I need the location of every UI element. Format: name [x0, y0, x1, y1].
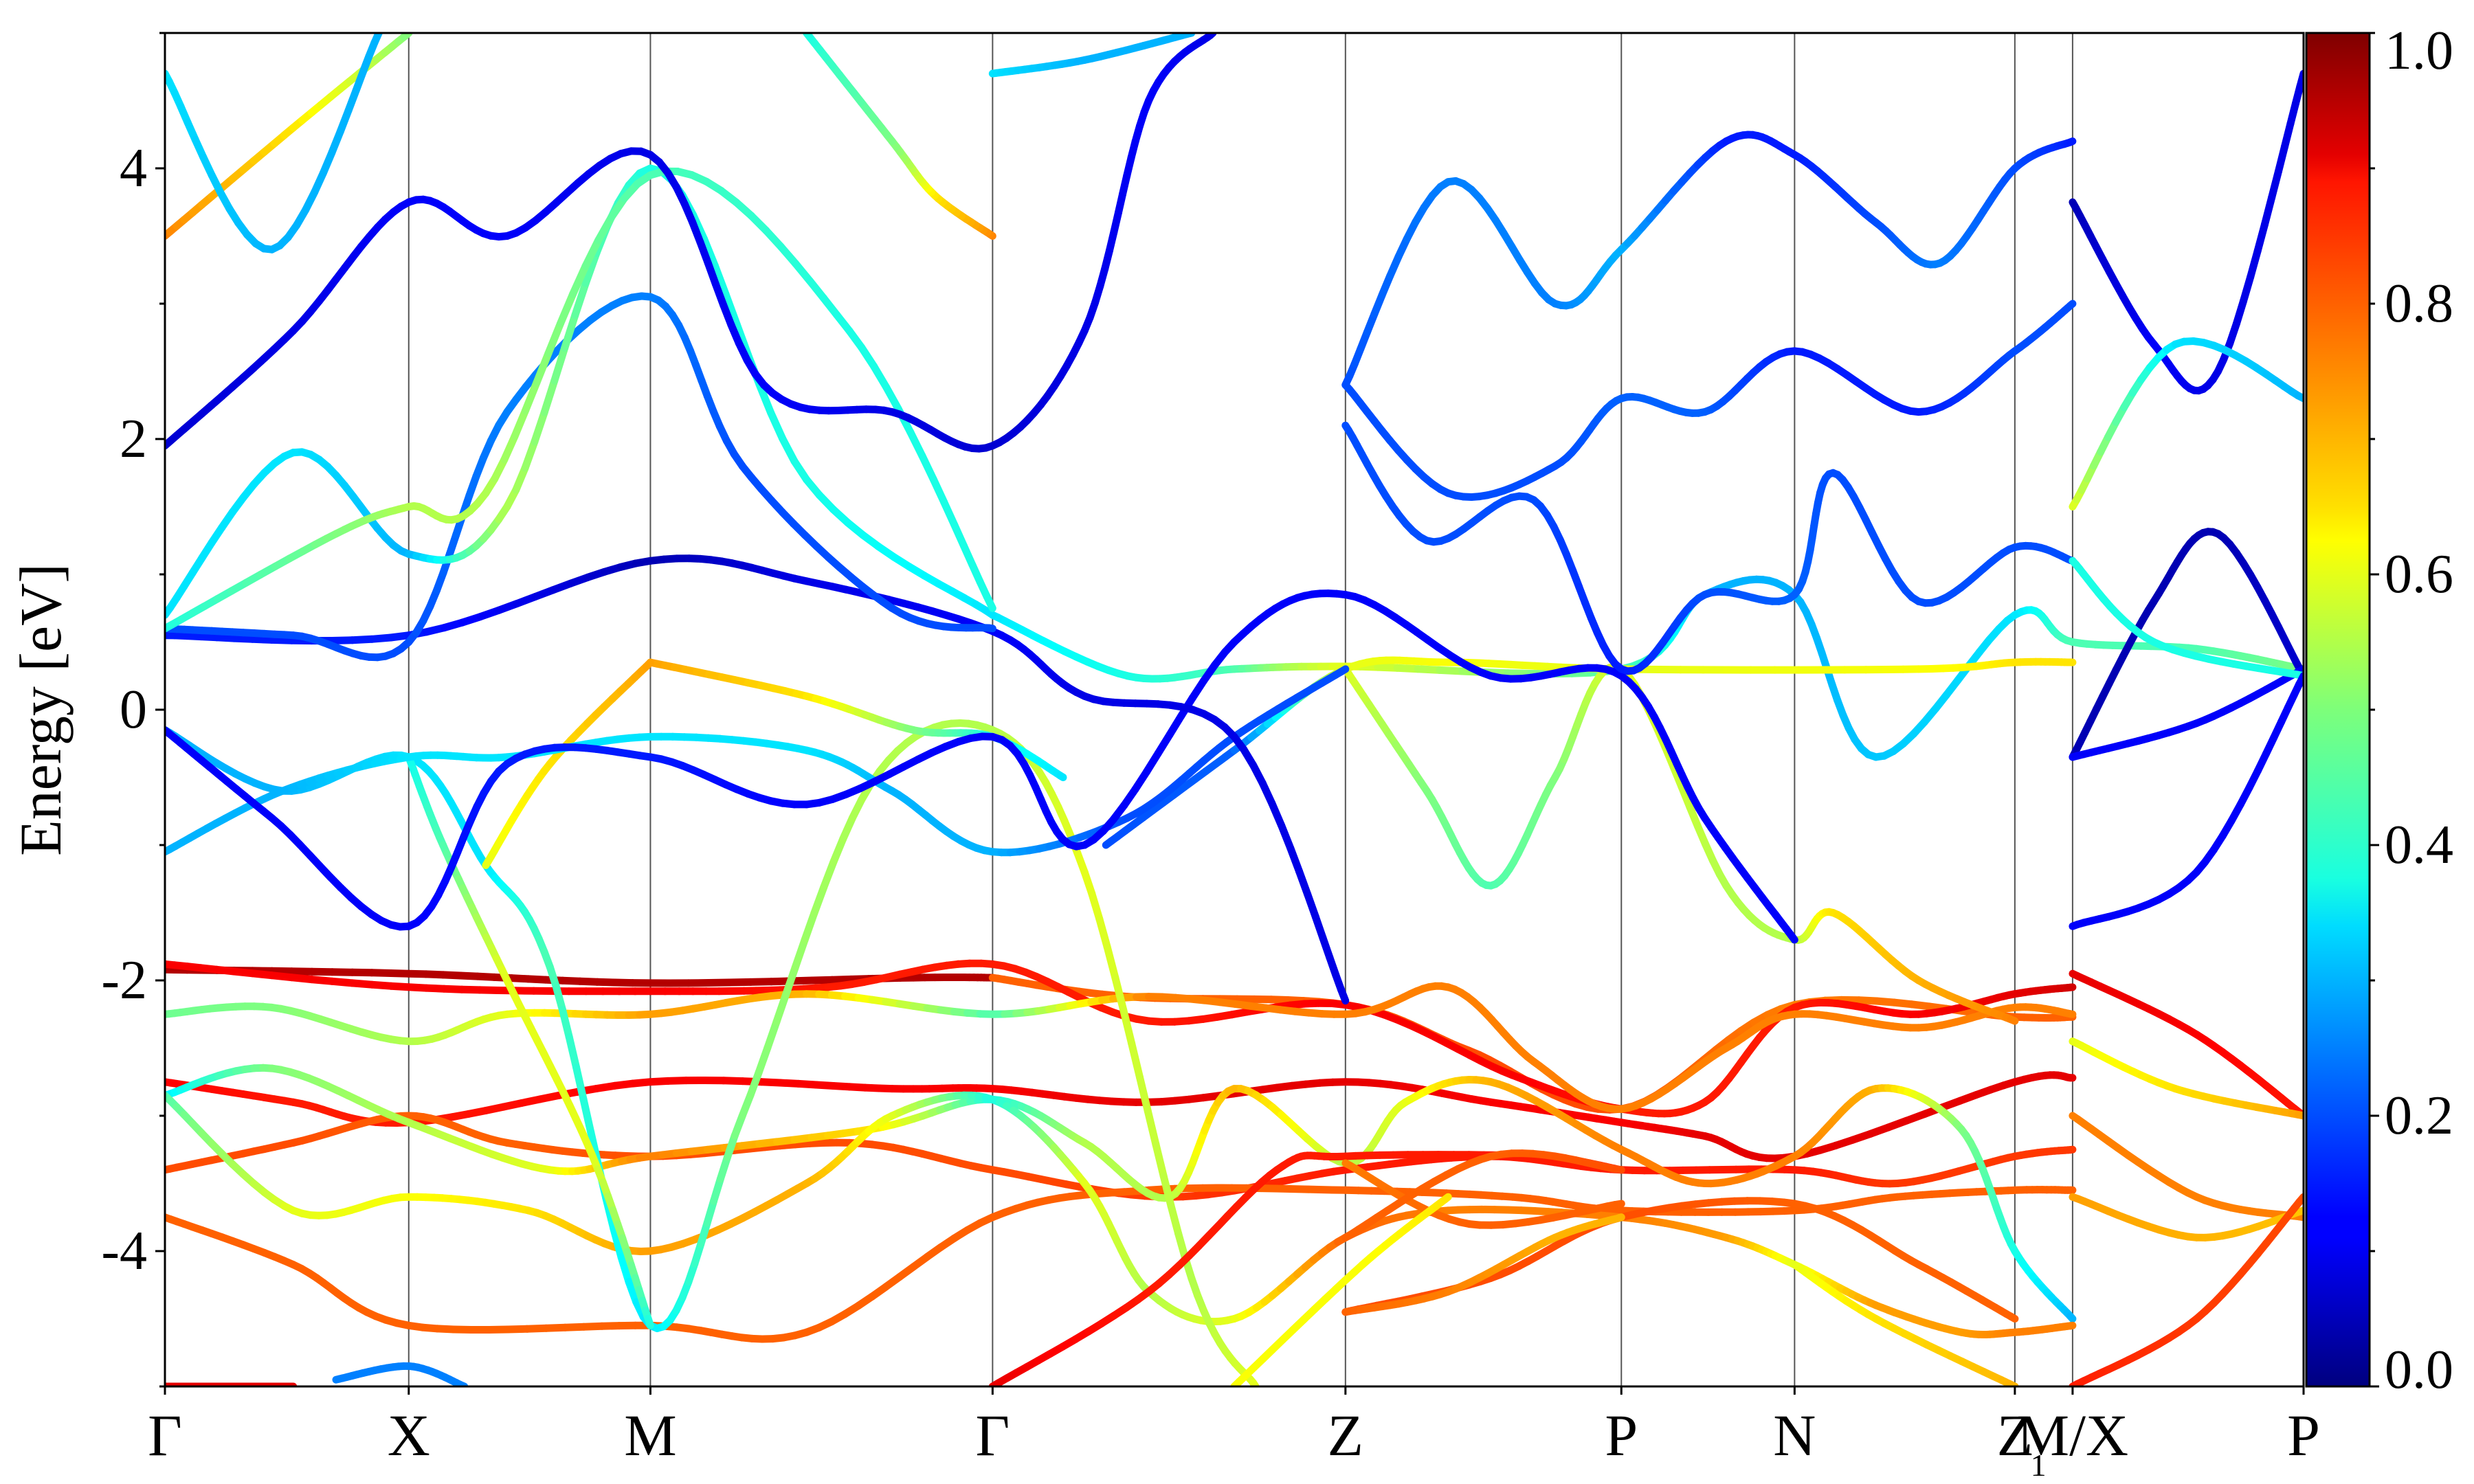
band-22 — [165, 33, 1217, 453]
plot-frame — [155, 32, 2305, 1395]
colorbar-tick-label: 0.4 — [2385, 815, 2453, 875]
x-tick-label: P — [1605, 1402, 1638, 1468]
colorbar-tick-label: 0.0 — [2385, 1340, 2453, 1400]
band-21 — [165, 167, 996, 633]
band-46 — [1790, 1261, 2019, 1386]
band-34 — [2069, 337, 2304, 510]
band-20 — [165, 164, 996, 619]
x-tick-label: X — [388, 1402, 430, 1468]
x-tick-sub-label: 1 — [2031, 1448, 2047, 1483]
band-35 — [2069, 672, 2304, 930]
band-12 — [482, 658, 654, 869]
band-17 — [165, 589, 1798, 944]
band-28 — [1341, 421, 2077, 675]
band-18 — [165, 554, 1350, 1005]
band-31 — [2069, 528, 2304, 761]
band-33 — [2069, 556, 2304, 680]
band-23 — [165, 33, 413, 240]
colorbar-tick-label: 0.6 — [2385, 544, 2453, 605]
band-3 — [165, 1071, 2077, 1162]
band-26 — [988, 33, 1196, 78]
band-29 — [1341, 131, 2077, 389]
band-47 — [1230, 1193, 1452, 1386]
band-37 — [2069, 1037, 2304, 1120]
band-19 — [165, 292, 996, 662]
band-10 — [405, 753, 654, 1329]
x-tick-label: Z — [1997, 1402, 2033, 1468]
x-tick-label: M/X — [2017, 1402, 2128, 1468]
y-tick-label: 4 — [120, 138, 147, 199]
band-36 — [2069, 969, 2304, 1120]
band-lines — [165, 33, 2304, 1386]
band-39 — [2069, 1193, 2304, 1241]
band-16 — [165, 665, 1350, 857]
band-49 — [332, 1362, 469, 1386]
x-tick-labels: Γ X M Γ Z P N ZM/X P1 — [148, 1402, 2320, 1483]
x-tick-label: Γ — [148, 1402, 182, 1468]
x-tick-label: M — [624, 1402, 676, 1468]
colorbar-tick-label: 1.0 — [2385, 21, 2453, 81]
x-tick-label: P — [2287, 1402, 2320, 1468]
band-5 — [165, 1184, 2077, 1343]
band-7 — [165, 1064, 2077, 1323]
band-30 — [2069, 69, 2304, 395]
colorbar-tick-label: 0.8 — [2385, 273, 2453, 334]
band-43 — [1341, 1213, 1625, 1316]
x-tick-label: N — [1773, 1402, 1816, 1468]
x-tick-label: Γ — [975, 1402, 1010, 1468]
band-8 — [165, 1091, 2077, 1338]
band-45 — [1341, 1149, 1625, 1241]
colorbar-tick-label: 0.2 — [2385, 1086, 2453, 1146]
colorbar: 1.0 0.8 0.6 0.4 0.2 0.0 — [2305, 21, 2453, 1400]
x-tick-label: Z — [1328, 1402, 1364, 1468]
band-32 — [2069, 665, 2304, 761]
band-15 — [1341, 663, 2019, 1025]
band-38 — [2069, 1112, 2304, 1222]
y-tick-label: 0 — [120, 679, 147, 740]
y-tick-labels: 4 2 0 -2 -4 — [101, 138, 147, 1281]
band-2 — [165, 959, 2077, 1118]
band-27 — [1341, 300, 2077, 501]
colorbar-gradient — [2305, 32, 2371, 1388]
y-tick-label: -4 — [101, 1221, 147, 1281]
band-11 — [646, 658, 1067, 781]
y-tick-label: 2 — [120, 409, 147, 469]
band-24 — [803, 33, 996, 240]
y-tick-label: -2 — [101, 950, 147, 1011]
y-axis-label: Energy [eV] — [8, 563, 74, 856]
band-25 — [165, 33, 383, 254]
band-40 — [2069, 1193, 2304, 1386]
